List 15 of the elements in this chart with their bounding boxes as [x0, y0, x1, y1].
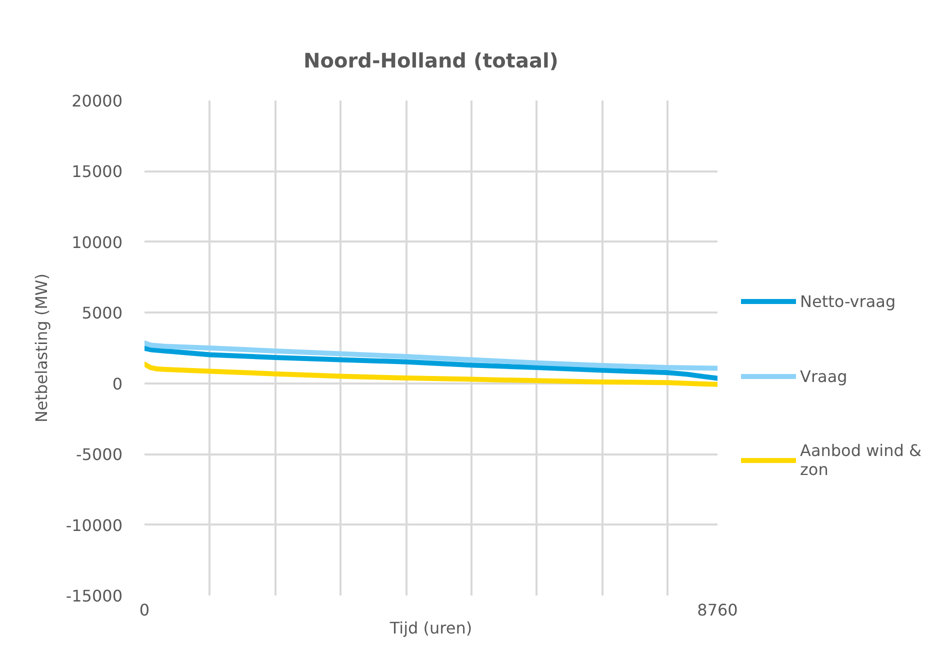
y-tick-label: 5000	[82, 304, 122, 323]
y-tick-label: -5000	[76, 445, 123, 464]
y-tick-label: 10000	[72, 232, 123, 252]
y-tick-label: 15000	[72, 162, 123, 182]
legend-label: Netto-vraag	[800, 292, 896, 310]
legend-label: Aanbod wind & zon	[800, 441, 922, 479]
y-tick-label: 20000	[72, 92, 123, 110]
y-tick-label: -15000	[66, 586, 122, 606]
x-tick-label: 8760	[697, 600, 738, 620]
y-tick-label: -10000	[66, 516, 122, 535]
chart-title: Noord-Holland (totaal)	[304, 48, 558, 72]
x-axis-title: Tijd (uren)	[388, 618, 472, 638]
legend-label: Vraag	[800, 366, 848, 386]
y-tick-label: 0	[112, 374, 123, 394]
y-axis-title: Netbelasting (MW)	[32, 274, 51, 422]
